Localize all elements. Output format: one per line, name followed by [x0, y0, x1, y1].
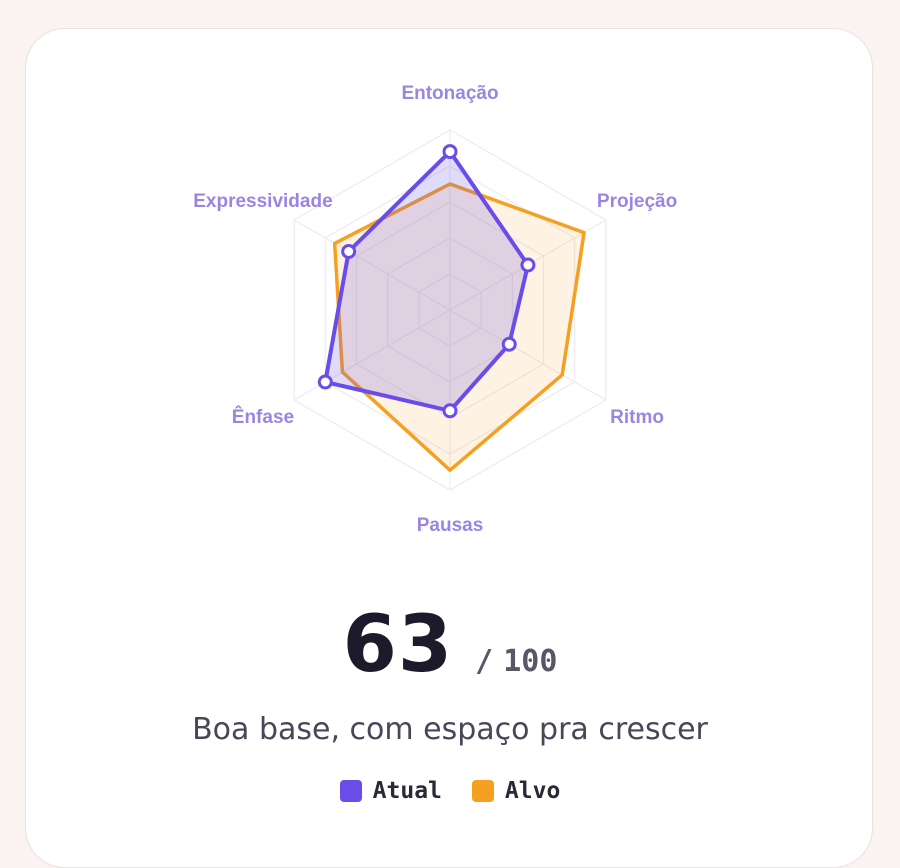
score: 63 / 100 — [0, 600, 900, 690]
point — [442, 144, 458, 160]
axis-label: Ritmo — [610, 407, 664, 428]
legend-swatch — [339, 780, 362, 802]
legend-item: Alvo — [471, 778, 561, 804]
legend: Atual Alvo — [0, 778, 900, 804]
score-value: 63 — [342, 600, 454, 690]
grid-spoke — [449, 309, 607, 401]
radar-chart: Entonação Projeção Ritmo Pausas Ênfase Expres… — [193, 83, 677, 536]
point — [317, 374, 333, 390]
score-separator: / — [475, 644, 494, 679]
score-max: 100 — [503, 644, 558, 679]
card — [25, 28, 873, 868]
point — [341, 244, 357, 259]
legend-swatch — [471, 780, 494, 802]
legend-label: Atual — [372, 778, 442, 804]
axis-label: Entonação — [401, 83, 498, 104]
axis-label: Projeção — [597, 191, 677, 212]
subtitle: Boa base, com espaço pra crescer — [192, 712, 708, 747]
axis-label: Pausas — [417, 515, 484, 536]
axis-label: Expressividade — [193, 191, 332, 212]
point — [520, 257, 536, 273]
point — [442, 403, 458, 419]
axis-label: Ênfase — [232, 406, 294, 428]
legend-label: Alvo — [504, 778, 561, 804]
legend-item: Atual — [339, 778, 442, 804]
point — [501, 336, 517, 352]
grid-spoke — [293, 219, 451, 311]
